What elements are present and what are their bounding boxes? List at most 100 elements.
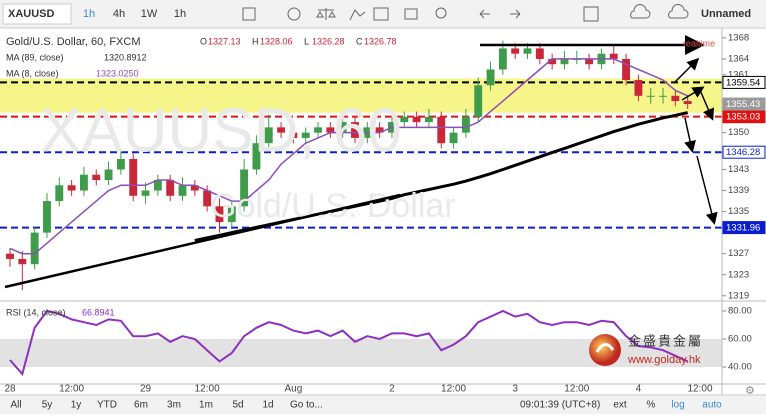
- candle-body: [585, 58, 594, 65]
- candle-body: [314, 127, 322, 133]
- x-tick-label: 2: [389, 384, 395, 395]
- range-button[interactable]: 5y: [42, 400, 53, 411]
- x-tick-label: 29: [140, 384, 152, 395]
- candle-body: [240, 169, 249, 207]
- clock: 09:01:39 (UTC+8): [520, 400, 600, 411]
- candle-body: [424, 116, 433, 123]
- candle-body: [289, 132, 298, 138]
- candle-body: [548, 58, 557, 65]
- ohlc-value: 1327.13: [208, 36, 241, 46]
- ohlc-value: 1326.78: [364, 36, 397, 46]
- candle-body: [400, 116, 409, 123]
- candle-body: [67, 185, 76, 191]
- candle-body: [141, 190, 150, 196]
- range-button[interactable]: 3m: [167, 400, 181, 411]
- price-tag: [722, 221, 766, 235]
- trend-line: [4, 193, 401, 289]
- candle-body: [461, 116, 470, 133]
- option-button[interactable]: ext: [613, 400, 627, 411]
- x-tick-label: 3: [512, 384, 518, 395]
- candle-body: [437, 116, 446, 144]
- price-tag-label: 1331.96: [726, 223, 760, 234]
- x-tick-label: 12:00: [441, 384, 466, 395]
- y-tick-label: 1343: [728, 164, 749, 175]
- x-tick-label: 12:00: [195, 384, 220, 395]
- candle-body: [498, 48, 507, 70]
- toolbar-icons[interactable]: [242, 4, 689, 22]
- range-button[interactable]: 1m: [199, 400, 213, 411]
- candle-body: [92, 174, 101, 180]
- x-tick-label: 4: [636, 384, 642, 395]
- candle-body: [671, 95, 680, 102]
- candle-body: [43, 201, 51, 233]
- ma-label: MA (89, close): [6, 52, 64, 62]
- option-button[interactable]: log: [671, 400, 684, 411]
- candle-body: [190, 185, 199, 191]
- candle-body: [104, 169, 113, 180]
- option-button[interactable]: auto: [702, 400, 722, 411]
- candle-body: [622, 58, 631, 80]
- ohlc-key: H: [252, 36, 259, 46]
- x-tick-label: Aug: [284, 384, 302, 395]
- ma-label: MA (8, close): [6, 68, 59, 78]
- realtime: realtime: [683, 38, 715, 48]
- price-tag-label: 1353.03: [726, 112, 760, 123]
- watermark: XAUUSD, 60: [40, 96, 402, 165]
- rsi-tick-label: 80.00: [728, 305, 752, 316]
- symbol-box[interactable]: [2, 3, 72, 25]
- rsi-tick-label: 60.00: [728, 334, 752, 345]
- rsi-label: RSI (14, close): [6, 307, 66, 317]
- symbol[interactable]: XAUUSD: [8, 8, 55, 20]
- candle-body: [79, 174, 88, 191]
- watermark: Gold/U.S. Dollar: [210, 187, 456, 225]
- candle-body: [449, 132, 458, 144]
- y-tick-label: 1368: [728, 32, 749, 43]
- candle-body: [375, 127, 384, 133]
- y-tick-label: 1350: [728, 127, 749, 138]
- price-tag-label: 1359.54: [726, 77, 760, 88]
- candle-body: [153, 180, 162, 191]
- interval[interactable]: 1h: [174, 8, 186, 20]
- option-button[interactable]: %: [647, 400, 656, 411]
- logo-url: www.golday.hk: [627, 354, 701, 366]
- candle-body: [203, 190, 212, 207]
- goto-button[interactable]: Go to...: [290, 400, 323, 411]
- ohlc-key: O: [200, 36, 207, 46]
- interval[interactable]: 1W: [141, 8, 158, 20]
- price-tag-label: 1346.28: [726, 147, 760, 158]
- candle-body: [178, 185, 187, 196]
- rsi-line: [9, 309, 689, 377]
- settings[interactable]: ⚙: [745, 385, 755, 397]
- candle-body: [560, 58, 569, 65]
- x-tick-label: 12:00: [687, 384, 712, 395]
- y-tick-label: 1319: [728, 290, 749, 301]
- price-tag: [722, 75, 766, 89]
- price-tag: [722, 145, 766, 159]
- interval[interactable]: 1h: [83, 8, 95, 20]
- ohlc-key: L: [304, 36, 309, 46]
- y-tick-label: 1335: [728, 206, 749, 217]
- range-button[interactable]: YTD: [97, 400, 117, 411]
- candle-body: [351, 122, 359, 138]
- highlight-band: [0, 78, 722, 113]
- candle-body: [659, 95, 667, 97]
- candle-body: [338, 122, 347, 133]
- candle-body: [227, 206, 236, 223]
- range-button[interactable]: All: [10, 400, 21, 411]
- ohlc-value: 1326.28: [312, 36, 345, 46]
- candle-body: [252, 143, 261, 170]
- range-button[interactable]: 1y: [71, 400, 82, 411]
- range-button[interactable]: 5d: [232, 400, 243, 411]
- range-button[interactable]: 1d: [262, 400, 273, 411]
- candle-body: [326, 127, 335, 133]
- legend-title: Gold/U.S. Dollar, 60, FXCM: [6, 36, 141, 48]
- candle-body: [683, 101, 692, 105]
- candle-body: [511, 48, 520, 54]
- range-button[interactable]: 6m: [134, 400, 148, 411]
- layout-name[interactable]: Unnamed: [701, 8, 751, 20]
- candle-body: [646, 95, 655, 97]
- x-tick-label: 28: [4, 384, 16, 395]
- x-tick-label: 12:00: [59, 384, 84, 395]
- interval[interactable]: 4h: [113, 8, 125, 20]
